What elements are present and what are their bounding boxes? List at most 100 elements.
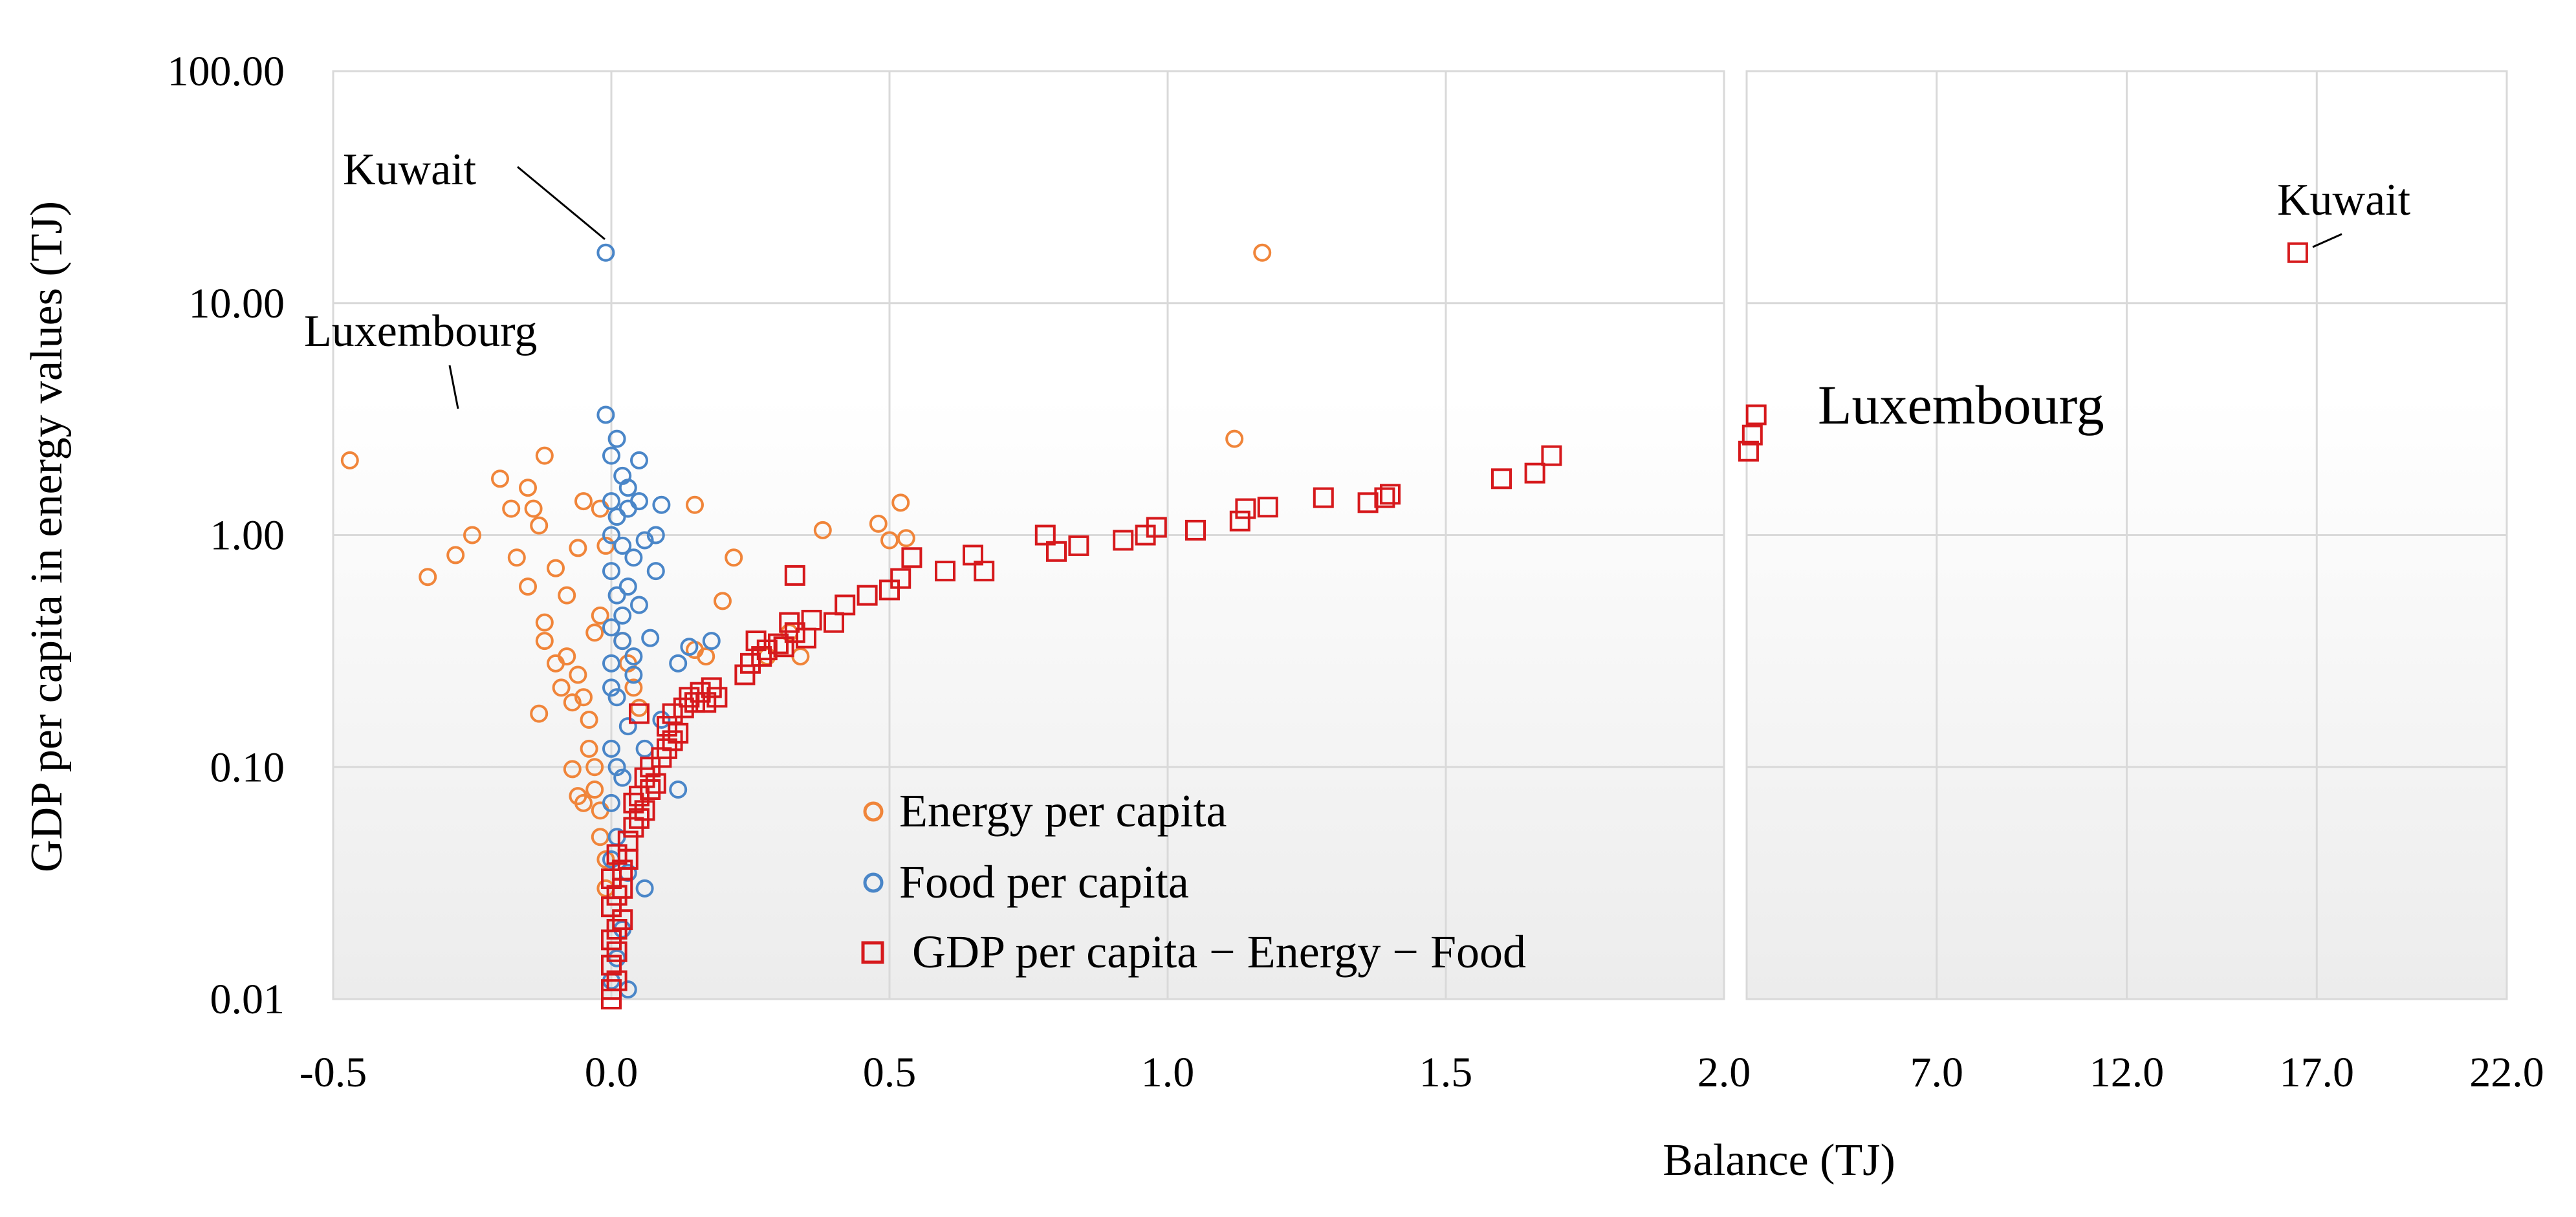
point-energy [1253,243,1272,262]
x-tick-label: 1.0 [1141,1049,1195,1096]
point-energy [502,499,521,518]
point-food [669,781,688,799]
point-gdp [634,800,655,821]
point-gdp [1113,530,1134,551]
point-gdp [706,687,728,708]
point-food [630,492,648,511]
point-food [607,586,626,605]
legend-marker-energy [863,801,884,822]
legend-marker-gdp [861,941,884,964]
point-food [652,495,671,514]
point-gdp [1541,445,1562,466]
point-energy [596,850,615,869]
point-energy [580,739,598,758]
point-gdp [773,636,794,658]
point-gdp [824,612,844,633]
point-energy [574,492,593,511]
point-gdp [1068,535,1089,556]
point-gdp [657,716,677,737]
legend-label-gdp: GDP per capita − Energy − Food [912,926,1526,978]
y-tick-label: 100.00 [168,48,285,95]
point-food [618,577,637,596]
point-food [641,629,660,647]
point-gdp [606,844,628,865]
point-gdp [1185,519,1206,541]
annotation-leader [2312,233,2342,248]
point-energy [569,787,587,806]
point-gdp [1146,517,1167,538]
point-gdp [679,687,700,708]
point-food [630,596,648,614]
x-tick-label: -0.5 [300,1049,367,1096]
annotation-luxembourg: Luxembourg [1818,374,2104,436]
annotation-leader [517,166,606,241]
point-energy [725,548,743,567]
point-energy [558,647,576,666]
point-energy [1225,429,1244,448]
point-food [602,492,620,511]
point-energy [585,781,604,799]
annotation-luxembourg: Luxembourg [304,307,537,356]
point-energy [419,568,437,587]
point-food [680,638,699,656]
legend-label-energy: Energy per capita [899,785,1227,837]
y-tick-label: 1.00 [210,512,285,559]
point-food [613,768,632,787]
point-gdp [734,664,756,685]
point-food [669,654,688,673]
y-axis-title: GDP per capita in energy values (TJ) [22,201,72,872]
point-gdp [1741,424,1763,446]
point-energy [897,529,915,548]
point-gdp [1235,498,1256,519]
point-energy [891,493,910,512]
x-tick-label: 17.0 [2280,1049,2355,1096]
x-axis-title: Balance (TJ) [1663,1136,1895,1185]
point-gdp [606,941,628,962]
y-tick-label: 10.00 [189,280,285,327]
point-energy [563,693,582,712]
point-gdp [1374,487,1395,508]
point-gdp [901,547,922,568]
point-energy [524,499,543,518]
point-gdp [835,594,856,616]
point-energy [569,665,587,684]
point-energy [340,451,359,469]
point-food [613,632,632,651]
point-gdp [1491,468,1512,490]
point-food [624,647,643,666]
point-gdp [695,692,717,713]
point-food [602,446,620,465]
point-food [613,606,632,625]
point-energy [463,526,481,544]
point-gdp [668,722,689,744]
point-energy [535,632,554,651]
right-panel-frame [1745,70,2508,1000]
point-food [624,548,643,567]
point-gdp [1046,541,1067,562]
point-energy [585,758,604,777]
point-food [607,429,626,448]
point-gdp [1034,524,1056,546]
point-gdp [784,565,805,586]
y-tick-label: 0.01 [210,976,285,1023]
point-gdp [740,652,761,674]
point-energy [880,531,899,550]
point-gdp [617,830,639,852]
point-food [596,405,615,424]
point-food [602,618,620,637]
x-tick-label: 22.0 [2469,1049,2544,1096]
point-energy [585,623,604,642]
point-energy [580,711,598,729]
point-food [602,678,620,697]
point-food [607,758,626,777]
x-tick-label: 7.0 [1910,1049,1964,1096]
point-gdp [2287,242,2308,263]
point-gdp [745,630,767,652]
point-food [602,654,620,673]
point-energy [697,647,715,666]
point-energy [446,546,465,565]
point-energy [714,592,732,610]
point-energy [624,678,643,697]
point-food [613,536,632,555]
